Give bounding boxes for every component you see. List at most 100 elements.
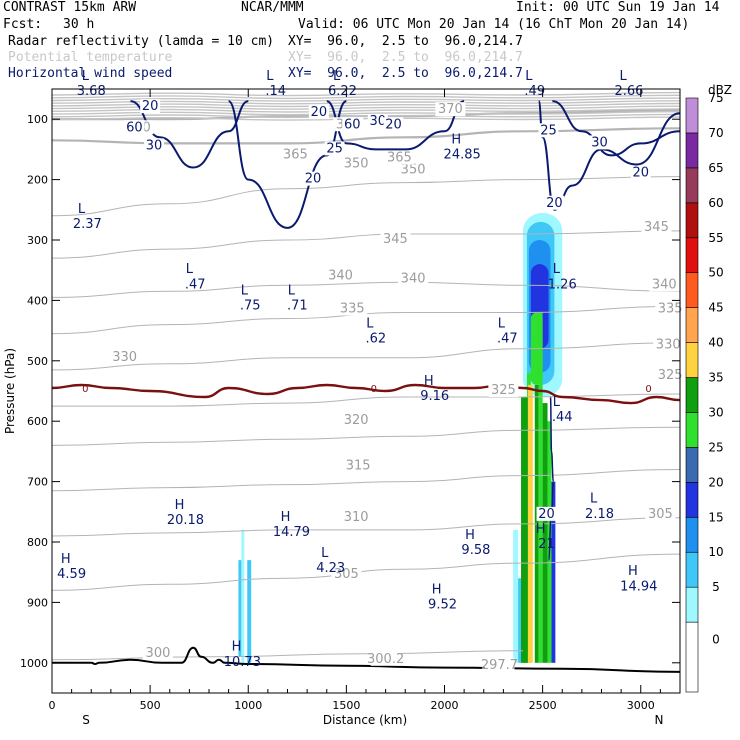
colorbar-swatch-10 [685,551,699,588]
wind-label-bg [140,99,161,114]
colorbar-label-30: 30 [708,405,723,419]
extremum-L: L [333,69,341,84]
wind-label: 20 [305,172,322,187]
y-tick-label: 1000 [20,657,48,670]
field-reflectivity-name: Radar reflectivity (lamda = 10 cm) [8,34,275,49]
reflectivity-cell-1 [518,578,523,663]
colorbar-label-15: 15 [708,510,723,524]
reflectivity-cell-0 [513,529,519,663]
extremum-L: L [266,69,274,84]
wind-contour-tower [547,396,555,561]
colorbar-swatch-60 [685,202,699,239]
colorbar-swatch-15 [685,516,699,553]
colorbar-swatch-70 [685,132,699,169]
reflectivity-cell-11 [238,560,242,657]
x-tick-label: 0 [49,699,56,712]
theta-label-bg [109,349,140,364]
theta-label: 330 [656,338,681,353]
theta-label: 315 [346,459,371,474]
theta-label-bg [649,277,680,292]
theta-label-bg [435,102,466,117]
y-tick-label: 800 [27,536,48,549]
y-axis-label: Pressure (hPa) [3,348,17,434]
theta-label: 325 [491,383,516,398]
organization: NCAR/MMM [241,0,304,15]
extremum-L: L [366,317,374,332]
theta-label-bg [484,657,515,672]
colorbar-label-55: 55 [708,231,723,245]
wind-label-bg [308,105,329,120]
theta-label: 340 [401,271,426,286]
y-tick-label: 700 [27,476,48,489]
extremum-value: 14.94 [620,579,657,594]
colorbar-swatch-20 [685,482,699,518]
colorbar-swatch-45 [685,307,699,343]
extremum-value: 2.18 [585,507,614,522]
theta-label-bg [341,413,372,428]
extremum-H: H [424,374,434,389]
theta-label-bg [398,162,429,177]
field-wind-name: Horizontal wind speed [8,66,173,81]
theta-label-bg [280,147,311,162]
extremum-value: 24.85 [444,147,481,162]
x-tick-label: 2500 [529,699,557,712]
forecast-hours: 30 h [63,17,95,32]
extremum-value: 14.79 [273,525,310,540]
extremum-L: L [619,69,627,84]
wind-label: 60 [126,120,143,135]
x-tick-label: 2000 [431,699,459,712]
extremum-value: 21 [538,537,555,552]
wind-label-bg [630,165,651,180]
model-title: CONTRAST 15km ARW [3,0,137,15]
wind-label: 20 [632,166,649,181]
theta-label: 305 [334,567,359,582]
extremum-value: 4.59 [57,567,86,582]
wind-label-bg [589,135,610,150]
reflectivity-cell-7 [538,312,543,663]
colorbar-swatch-55 [685,237,699,274]
theta-contour-340 [52,281,680,298]
extremum-L: L [553,395,561,410]
wind-label-bg [536,506,557,521]
extremum-value: .14 [265,84,286,99]
extremum-value: 1.26 [548,277,577,292]
theta-label: 330 [112,350,137,365]
x-tick-label: 1000 [234,699,262,712]
x-tick-label: 500 [140,699,161,712]
theta-label: 350 [401,163,426,178]
wind-label-bg [342,117,363,132]
theta-label-bg [653,337,684,352]
wind-label-bg [367,114,388,129]
theta-label: 370 [438,102,463,117]
colorbar-swatch-65 [685,167,699,204]
theta-label: 310 [344,510,369,525]
colorbar-label-50: 50 [708,266,723,280]
extremum-value: 3.68 [77,84,106,99]
reflectivity-cell-10 [551,481,556,663]
extremum-L: L [321,546,329,561]
theta-label: 300 [146,646,171,661]
extremum-value: .49 [524,84,545,99]
y-tick-label: 100 [27,113,48,126]
theta-label: 345 [383,232,408,247]
theta-label-bg [341,156,372,171]
theta-contour-320 [52,426,680,446]
wind-label: 20 [546,196,563,211]
theta-label-bg [488,383,519,398]
theta-label-bg [337,301,368,316]
wind-label: 20 [311,105,328,120]
extremum-value: .47 [185,277,206,292]
wind-label: 20 [142,99,159,114]
wind-label-bg [144,138,165,153]
wind-label-bg [538,123,559,138]
theta-label: 365 [283,147,308,162]
colorbar-label-60: 60 [708,196,723,210]
extremum-value: 2.37 [73,217,102,232]
y-tick-label: 200 [27,174,48,187]
colorbar-label-35: 35 [708,371,723,385]
theta-label: 350 [344,157,369,172]
theta-label: 365 [387,150,412,165]
colorbar-swatch-5 [685,586,699,623]
theta-contour-upper [52,113,680,119]
theta-contour-345 [52,230,680,259]
